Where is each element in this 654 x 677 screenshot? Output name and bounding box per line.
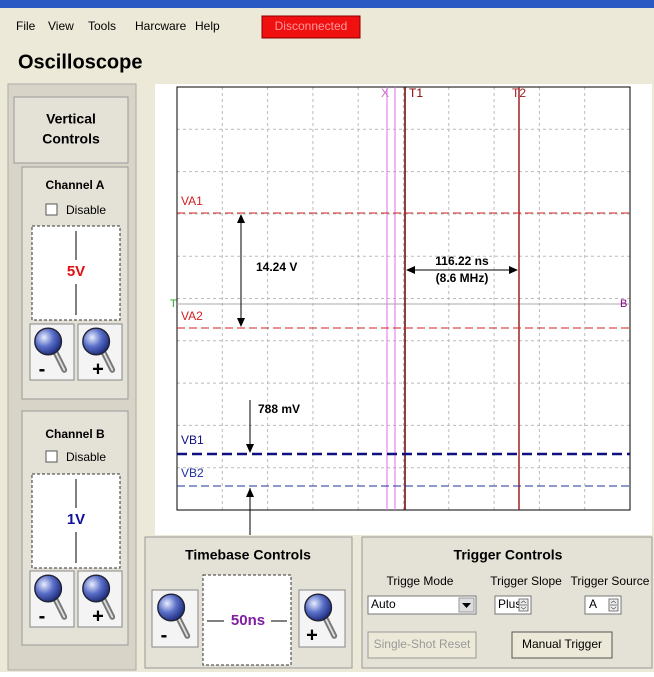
level-label: VB2 (181, 466, 204, 480)
channel-marker: B (620, 298, 627, 310)
spinner-arrows (608, 598, 619, 612)
panel-title: Trigger Controls (454, 547, 563, 563)
measurement: 14.24 V (256, 260, 297, 274)
measurement: (8.6 MHz) (436, 271, 489, 285)
button-label: + (92, 358, 104, 380)
spinner-value: A (589, 597, 597, 611)
status: Disconnected (275, 19, 348, 33)
menu-item[interactable]: File (16, 19, 36, 33)
button-label: + (306, 624, 318, 646)
measure-arrows (237, 214, 518, 535)
level-label: VB1 (181, 433, 204, 447)
button-label: Single-Shot Reset (374, 637, 471, 651)
single-shot-button[interactable] (367, 631, 477, 659)
button-label: - (39, 358, 46, 380)
app-title: Oscilloscope (18, 51, 143, 73)
manual-trigger-button[interactable] (511, 631, 613, 659)
scale-value: 1V (67, 511, 85, 528)
cursor-label: X (381, 86, 389, 100)
level-label: VA1 (181, 194, 203, 208)
checkbox-label: Disable (66, 203, 106, 217)
scale-value: 50ns (231, 612, 265, 629)
level-label: VA2 (181, 309, 203, 323)
menu-item[interactable]: View (48, 19, 74, 33)
panel-title: Controls (42, 131, 100, 147)
scale-value: 5V (67, 263, 85, 280)
select-value: Auto (371, 597, 396, 611)
channel-a: Channel A Disable 5V - + (21, 166, 129, 400)
menu-item[interactable]: Tools (88, 19, 116, 33)
menu-item[interactable]: Harcware (135, 19, 187, 33)
dropdown-arrow (462, 603, 471, 608)
title-strip (0, 0, 654, 8)
button-label: - (161, 624, 168, 646)
panel-title: Timebase Controls (185, 547, 311, 563)
spinner-value: Plus (498, 597, 521, 611)
channel-title: Channel A (46, 178, 105, 192)
panel-title: Vertical (46, 111, 96, 127)
cursor-label: T2 (512, 86, 526, 100)
checkbox[interactable] (45, 450, 58, 463)
field-label: Trigger Slope (490, 574, 562, 588)
button-label: - (39, 605, 46, 627)
vertical-title-box (13, 96, 129, 164)
status-box (261, 15, 361, 39)
scope-grid (177, 87, 630, 510)
channel-title: Channel B (45, 427, 105, 441)
scope-frame (176, 86, 631, 511)
menu-item[interactable]: Help (195, 19, 220, 33)
button-label: Manual Trigger (522, 637, 602, 651)
checkbox-label: Disable (66, 450, 106, 464)
cursor-label: T1 (409, 86, 423, 100)
spinner-arrows (518, 598, 529, 612)
field-label: Trigger Source (571, 574, 650, 588)
mode-select[interactable] (367, 595, 477, 615)
field-label: Trigge Mode (387, 574, 454, 588)
measurement: 116.22 ns (435, 254, 489, 268)
scale-box (202, 574, 292, 666)
checkbox[interactable] (45, 203, 58, 216)
trigger-marker: T (170, 298, 177, 310)
channel-b: Channel B Disable 1V - + (21, 410, 129, 646)
measurement: 788 mV (258, 402, 300, 416)
button-label: + (92, 605, 104, 627)
